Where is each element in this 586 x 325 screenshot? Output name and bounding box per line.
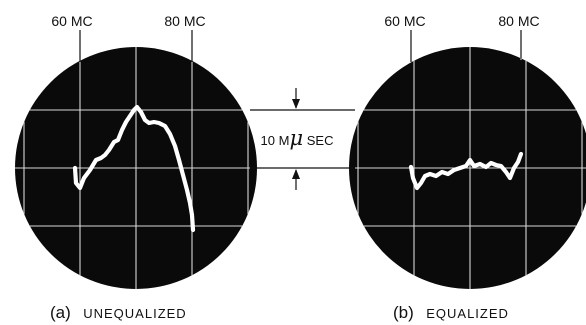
dimension-label: 10 Mμ SEC: [261, 126, 334, 150]
tick-label-60mc-a: 60 MC: [51, 13, 92, 29]
caption-letter-b: (b): [393, 303, 414, 322]
dimension-symbol: μ: [289, 126, 303, 150]
caption-a: (a) UNEQUALIZED: [50, 303, 187, 322]
caption-text-b: EQUALIZED: [426, 306, 509, 321]
panel-equalized: 60 MC 80 MC (b) EQUALIZED: [349, 13, 586, 322]
tick-label-80mc-a: 80 MC: [164, 13, 205, 29]
tick-label-60mc-b: 60 MC: [384, 13, 425, 29]
caption-b: (b) EQUALIZED: [393, 303, 509, 322]
caption-letter-a: (a): [50, 303, 71, 322]
response-trace-b: [408, 151, 524, 191]
dimension-arrow-top: [292, 99, 300, 109]
dimension-arrow-bottom: [292, 169, 300, 179]
graticule-a: [15, 47, 257, 289]
dimension-suffix: SEC: [303, 133, 333, 148]
tick-label-80mc-b: 80 MC: [498, 13, 539, 29]
dimension-prefix: 10 M: [261, 133, 290, 148]
time-dimension-marker: 10 Mμ SEC: [250, 88, 355, 190]
response-trace-a: [72, 104, 196, 233]
panel-unequalized: 60 MC 80 MC (a) UNEQUALIZED: [15, 13, 257, 322]
caption-text-a: UNEQUALIZED: [83, 306, 186, 321]
